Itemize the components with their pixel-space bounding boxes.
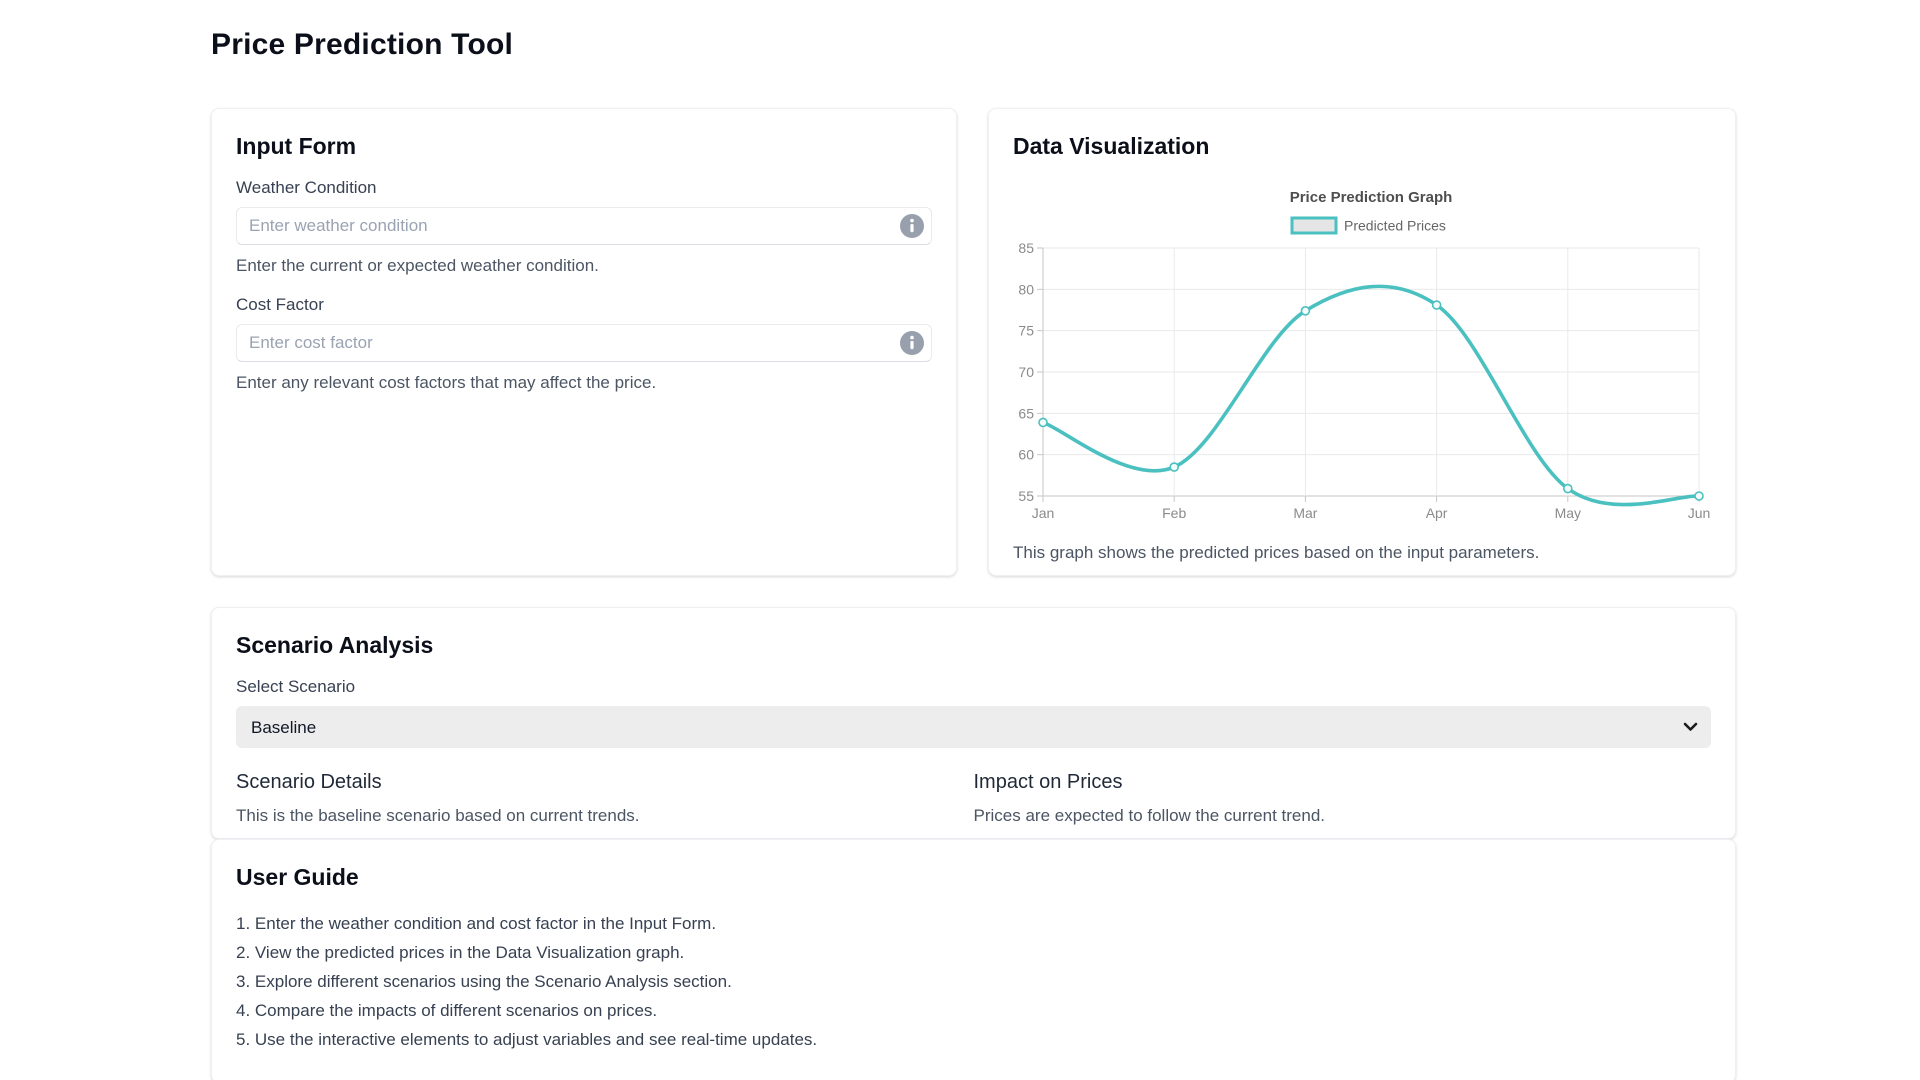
list-item: 2. View the predicted prices in the Data… <box>236 943 685 963</box>
list-item: 5. Use the interactive elements to adjus… <box>236 1030 818 1050</box>
input-form-title: Input Form <box>236 133 357 159</box>
page-container: Price Prediction Tool Input Form Weather… <box>211 0 1736 1080</box>
legend-swatch <box>1290 216 1338 235</box>
data-point <box>1300 306 1311 316</box>
weather-info-button[interactable] <box>900 214 924 238</box>
cost-factor-label: Cost Factor <box>236 295 324 314</box>
list-item: 4. Compare the impacts of different scen… <box>236 1001 658 1021</box>
user-guide-steps: 1. Enter the weather condition and cost … <box>236 913 1711 1051</box>
svg-text:Feb: Feb <box>1162 505 1186 521</box>
scenario-analysis-title: Scenario Analysis <box>236 632 434 658</box>
price-prediction-chart: Price Prediction Graph Predicted Prices 55… <box>1013 178 1711 531</box>
data-visualization-card: Data Visualization Price Prediction Grap… <box>988 108 1736 576</box>
chart-title: Price Prediction Graph <box>1290 189 1453 206</box>
data-point <box>1694 491 1704 501</box>
svg-text:60: 60 <box>1018 447 1034 463</box>
predicted-prices-line <box>1041 284 1701 507</box>
scenario-details-title: Scenario Details <box>236 771 382 793</box>
svg-text:70: 70 <box>1018 364 1034 380</box>
svg-text:55: 55 <box>1018 488 1034 504</box>
data-point <box>1562 483 1573 494</box>
info-icon <box>900 331 924 358</box>
impact-on-prices-block: Impact on Prices Prices are expected to … <box>974 771 1712 826</box>
svg-text:75: 75 <box>1018 323 1034 339</box>
svg-text:65: 65 <box>1018 405 1034 421</box>
scenario-columns: Scenario Details This is the baseline sc… <box>236 771 1711 826</box>
impact-on-prices-title: Impact on Prices <box>973 771 1123 793</box>
svg-text:Apr: Apr <box>1426 505 1448 521</box>
scenario-details-text: This is the baseline scenario based on c… <box>236 806 640 825</box>
svg-text:May: May <box>1555 505 1581 521</box>
svg-text:80: 80 <box>1018 281 1034 297</box>
list-item: 1. Enter the weather condition and cost … <box>236 914 717 933</box>
select-scenario-label: Select Scenario <box>236 677 356 696</box>
data-point <box>1169 462 1179 472</box>
scenario-select[interactable]: Baseline <box>236 706 1711 748</box>
user-guide-title: User Guide <box>236 864 359 890</box>
weather-condition-input[interactable] <box>236 207 932 245</box>
legend-label: Predicted Prices <box>1344 218 1446 234</box>
cost-info-button[interactable] <box>900 331 924 355</box>
data-visualization-title: Data Visualization <box>1013 133 1210 159</box>
top-cards-row: Input Form Weather Condition Enter the c… <box>211 108 1736 576</box>
weather-condition-input-wrap <box>236 207 932 245</box>
svg-text:Jan: Jan <box>1032 505 1055 521</box>
list-item: 3. Explore different scenarios using the… <box>236 972 732 992</box>
page-title: Price Prediction Tool <box>211 28 514 61</box>
user-guide-card: User Guide 1. Enter the weather conditio… <box>211 839 1736 1080</box>
weather-condition-label: Weather Condition <box>236 178 377 197</box>
cost-factor-hint: Enter any relevant cost factors that may… <box>236 373 657 392</box>
scenario-select-wrap: Baseline <box>236 706 1711 748</box>
chart-caption: This graph shows the predicted prices ba… <box>1013 543 1540 562</box>
svg-text:Mar: Mar <box>1293 505 1317 521</box>
svg-text:85: 85 <box>1018 240 1034 256</box>
data-point <box>1038 417 1048 428</box>
cost-factor-input-wrap <box>236 324 932 362</box>
scenario-details-block: Scenario Details This is the baseline sc… <box>236 771 974 826</box>
data-point <box>1431 300 1442 310</box>
cost-factor-input[interactable] <box>236 324 932 362</box>
weather-condition-hint: Enter the current or expected weather co… <box>236 256 599 275</box>
svg-text:Jun: Jun <box>1688 505 1711 521</box>
info-icon <box>900 214 924 241</box>
impact-on-prices-text: Prices are expected to follow the curren… <box>973 806 1326 825</box>
scenario-analysis-card: Scenario Analysis Select Scenario Baseli… <box>211 607 1736 839</box>
input-form-card: Input Form Weather Condition Enter the c… <box>211 108 957 576</box>
